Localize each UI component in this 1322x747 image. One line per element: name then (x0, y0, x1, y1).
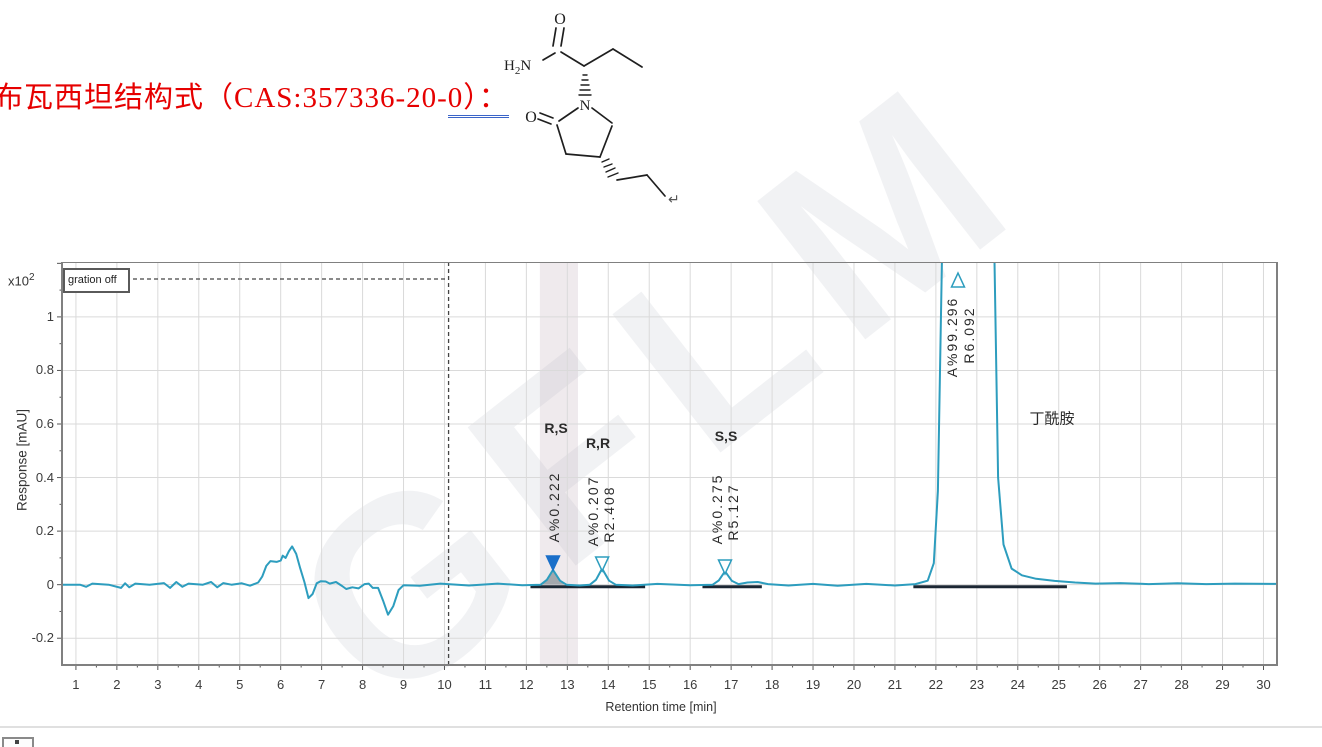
y-tick-label-0.8: 0.8 (35, 362, 54, 378)
bond-ring-carbonyl-2 (537, 118, 552, 125)
y-tick-label-1: 1 (46, 308, 54, 324)
bond-ring-carbonyl-1 (539, 112, 554, 119)
x-tick-label-6: 6 (277, 677, 285, 692)
x-tick-label-2: 2 (113, 677, 121, 692)
y-axis-exponent: x102 (8, 272, 35, 289)
bond-ethyl-1 (583, 48, 614, 67)
x-tick-label-8: 8 (358, 677, 367, 692)
marker-peak-ss (717, 559, 733, 576)
x-tick-label-7: 7 (318, 677, 326, 692)
title-underlined-text: 0）： (447, 82, 509, 118)
marker-peak-main (950, 271, 966, 288)
x-tick-label-5: 5 (236, 677, 244, 692)
bond-ring-n-c2 (558, 107, 579, 122)
y-tick-label-0.2: 0.2 (35, 523, 54, 539)
x-tick-label-10: 10 (437, 677, 452, 692)
page-title: 布瓦西坦结构式（CAS:357336-20-0）： (0, 74, 509, 118)
x-tick-label-30: 30 (1256, 677, 1271, 692)
y-tick-label--0.2: -0.2 (31, 630, 54, 646)
y-tick-label-0.4: 0.4 (35, 469, 54, 485)
x-tick-label-3: 3 (154, 677, 162, 692)
hash-wedge-c4-propyl (601, 158, 619, 178)
chemical-structure: O H2N O N ↵ (504, 11, 680, 208)
x-tick-label-15: 15 (641, 677, 657, 692)
x-tick-label-25: 25 (1051, 677, 1066, 692)
x-tick-label-14: 14 (601, 677, 616, 692)
x-tick-label-9: 9 (399, 677, 408, 692)
return-mark: ↵ (668, 193, 680, 208)
x-tick-label-28: 28 (1174, 677, 1189, 692)
x-tick-label-23: 23 (969, 677, 985, 692)
bond-c-nh2 (542, 52, 556, 61)
marker-peak-rr (594, 556, 610, 573)
marker-peak-rs (545, 555, 561, 572)
hash-wedge-alpha-n (578, 74, 592, 96)
y-tick-label-0: 0 (46, 576, 54, 592)
bond-ring-c4-c5 (599, 125, 613, 158)
x-tick-label-13: 13 (560, 677, 575, 692)
title-text: 布瓦西坦结构式（CAS:357336-20- (0, 82, 448, 114)
bond-propyl-1 (616, 174, 648, 181)
x-tick-label-12: 12 (519, 677, 534, 692)
x-tick-label-21: 21 (887, 677, 903, 692)
atom-ring-o: O (525, 109, 537, 126)
atom-h2n: H2N (504, 58, 531, 77)
chart-tool-icon[interactable] (2, 737, 34, 747)
x-tick-label-27: 27 (1133, 677, 1148, 692)
bond-ring-n-c5 (591, 107, 613, 124)
chromatogram-trace (62, 262, 1278, 616)
chart-tool-icon-glyph (15, 740, 19, 744)
x-tick-label-29: 29 (1215, 677, 1230, 692)
x-tick-label-1: 1 (72, 677, 80, 692)
atom-amide-o: O (554, 11, 566, 28)
integration-off-box: gration off (63, 268, 130, 293)
x-tick-label-18: 18 (764, 677, 780, 692)
atom-ring-n: N (580, 98, 591, 114)
bond-ethyl-2 (612, 48, 643, 68)
highlight-band (539, 262, 578, 665)
x-tick-label-22: 22 (928, 677, 944, 692)
panel-divider (0, 726, 1322, 728)
x-tick-label-26: 26 (1092, 677, 1107, 692)
x-tick-label-4: 4 (195, 677, 203, 692)
y-tick-label-0.6: 0.6 (35, 416, 54, 431)
bond-ring-c2-c3 (556, 124, 567, 155)
x-tick-label-17: 17 (723, 677, 739, 692)
bond-c-alpha (560, 51, 585, 67)
bond-propyl-2 (646, 174, 666, 197)
plot-border (61, 262, 1278, 666)
bond-carbonyl-2 (560, 27, 565, 47)
x-tick-label-16: 16 (682, 677, 698, 692)
x-tick-label-11: 11 (478, 677, 493, 692)
x-axis-title: Retention time [min] (605, 700, 717, 714)
x-tick-label-20: 20 (846, 677, 862, 692)
bond-carbonyl-1 (552, 27, 557, 47)
x-tick-label-19: 19 (805, 677, 821, 692)
bond-ring-c3-c4 (565, 153, 601, 158)
x-tick-label-24: 24 (1010, 677, 1026, 692)
chromatogram-plot[interactable] (54, 262, 1285, 673)
